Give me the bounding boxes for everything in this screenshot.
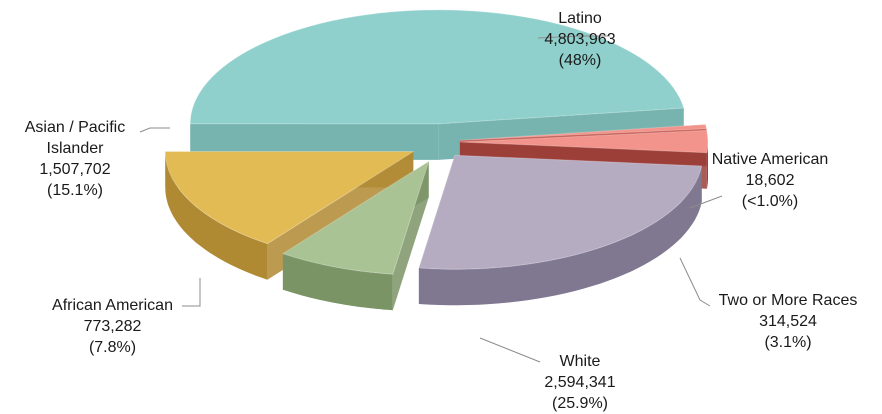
label-asian-pacific-islander: Asian / Pacific Islander 1,507,702 (15.1…: [0, 117, 150, 201]
label-native-american-percent: (<1.0%): [741, 193, 799, 210]
slice-side-2: [706, 139, 708, 189]
leader-two-or-more-races: [679, 257, 711, 307]
leader-latino: [537, 35, 610, 39]
label-native-american: Native American 18,602 (<1.0%): [670, 149, 870, 212]
label-white-value: 2,594,341: [544, 374, 616, 391]
label-latino-name: Latino: [558, 10, 602, 27]
pie-tops: [164, 9, 709, 275]
label-asian-pacific-islander-value: 1,507,702: [39, 161, 111, 178]
label-white-name: White: [559, 353, 601, 370]
slice-asian-pacific-islander: [164, 150, 415, 245]
slice-side-3: [418, 166, 702, 306]
label-two-or-more-races-name: Two or More Races: [718, 292, 858, 309]
label-asian-pacific-islander-percent: (15.1%): [46, 182, 104, 199]
label-two-or-more-races-percent: (3.1%): [764, 334, 812, 351]
label-asian-pacific-islander-name: Asian / Pacific Islander: [24, 119, 126, 157]
slice-white: [418, 154, 703, 270]
slice-cut-0-0: [190, 123, 439, 160]
label-latino-percent: (48%): [558, 52, 602, 69]
slice-native-american: [459, 123, 708, 141]
label-african-american-percent: (7.8%): [88, 339, 137, 356]
leader-asian-pacific-islander: [139, 127, 170, 133]
slice-two-or-more-races: [459, 129, 709, 154]
slice-african-american: [281, 160, 430, 275]
leader-lines: [139, 35, 723, 363]
label-two-or-more-races-value: 314,524: [759, 313, 817, 330]
label-white-percent: (25.9%): [551, 395, 609, 412]
slice-side-5: [165, 151, 268, 280]
leader-native-american: [689, 195, 723, 209]
label-white: White 2,594,341 (25.9%): [480, 351, 680, 414]
slice-latino: [189, 9, 685, 125]
label-latino-value: 4,803,963: [544, 31, 616, 48]
label-two-or-more-races: Two or More Races 314,524 (3.1%): [694, 290, 882, 353]
leader-african-american: [182, 278, 201, 307]
label-african-american-name: African American: [52, 297, 173, 314]
label-native-american-value: 18,602: [745, 172, 795, 189]
label-african-american: African American 773,282 (7.8%): [0, 295, 225, 358]
label-native-american-name: Native American: [711, 151, 829, 168]
label-latino: Latino 4,803,963 (48%): [450, 8, 710, 71]
leader-white: [479, 337, 541, 363]
label-african-american-value: 773,282: [83, 318, 142, 335]
